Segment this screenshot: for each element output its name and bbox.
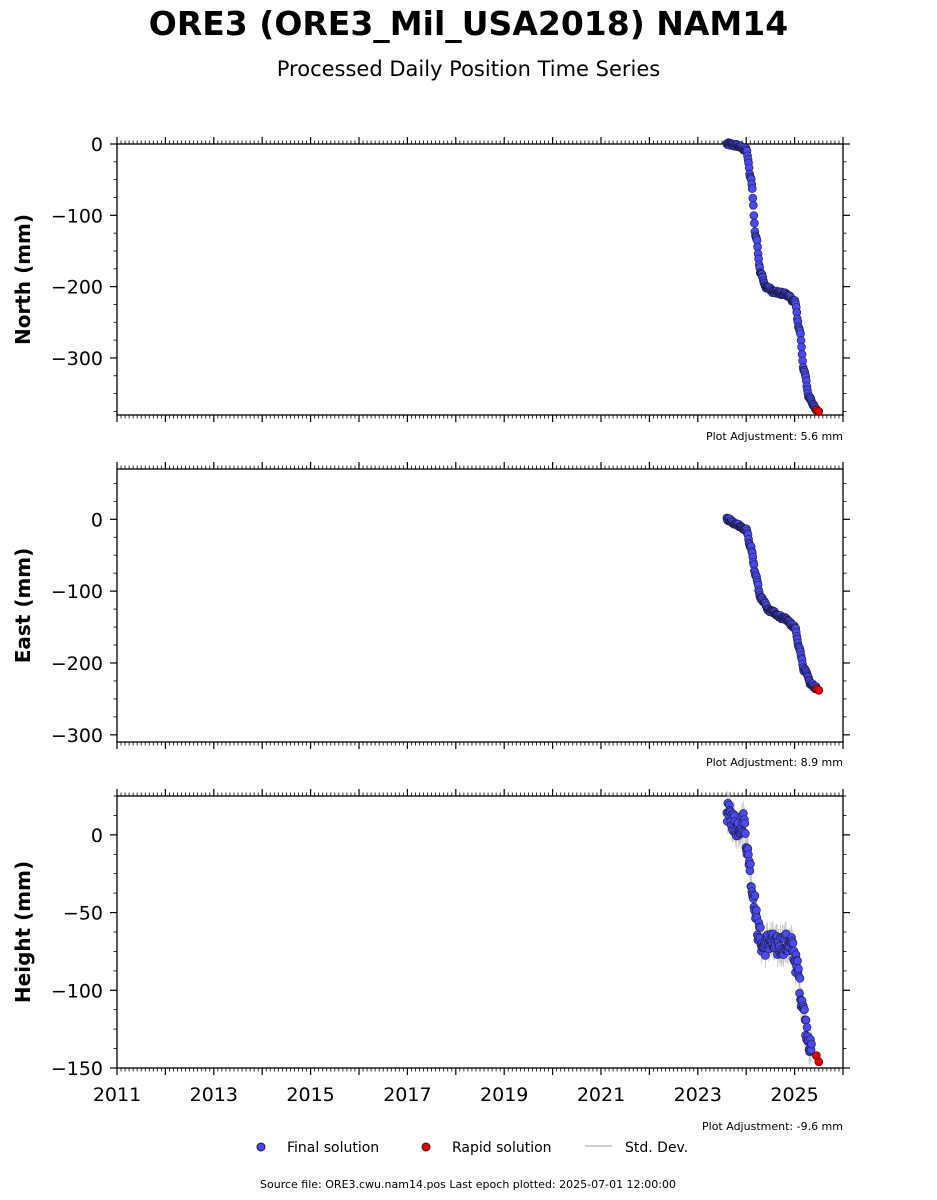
y-tick-label: −100 — [51, 980, 103, 1002]
y-tick-label: −100 — [51, 581, 103, 603]
x-tick-label: 2017 — [383, 1084, 431, 1106]
final-solution-point — [756, 923, 765, 932]
panel-height: 0 −50 −100 −150 Height (mm) Plot Adjustment: … — [11, 789, 850, 1133]
plot-adjustment-label: Plot Adjustment: -9.6 mm — [702, 1120, 843, 1133]
rapid-solution-point — [814, 407, 824, 416]
y-axis-label: Height (mm) — [11, 861, 35, 1003]
plot-adjustment-label: Plot Adjustment: 8.9 mm — [706, 756, 843, 769]
legend-final-label: Final solution — [287, 1140, 379, 1156]
y-tick-label: 0 — [91, 825, 103, 847]
final-solution-point — [807, 1039, 816, 1049]
y-tick-label: −100 — [51, 205, 103, 227]
y-tick-label: 0 — [91, 509, 103, 531]
plot-frame — [116, 143, 844, 416]
series-rapid-solution — [812, 684, 824, 695]
series-final-solution — [722, 513, 821, 694]
rapid-solution-point — [814, 1057, 824, 1067]
y-tick-label: 0 — [91, 134, 103, 156]
y-tick-label: −200 — [51, 277, 103, 299]
x-tick-label: 2011 — [93, 1084, 141, 1106]
final-solution-point — [788, 938, 798, 948]
x-tick-label: 2015 — [286, 1084, 334, 1106]
y-tick-label: −300 — [51, 725, 103, 747]
series-final-solution — [722, 138, 821, 415]
series-rapid-solution — [812, 1051, 824, 1067]
final-solution-point — [748, 193, 758, 203]
final-solution-point — [740, 818, 750, 828]
final-solution-point — [746, 859, 755, 869]
panel-north: 0 −100 −200 −300 North (mm) Plot Adjustment: … — [11, 134, 850, 443]
x-tick-label: 2023 — [674, 1084, 722, 1106]
final-solution-point — [797, 342, 806, 352]
panel-east: 0 −100 −200 −300 East (mm) Plot Adjustment: 8… — [11, 462, 850, 769]
y-tick-label: −300 — [51, 348, 103, 370]
final-solution-point — [800, 1005, 809, 1014]
legend-rapid-label: Rapid solution — [452, 1140, 552, 1156]
y-axis-label: North (mm) — [11, 214, 35, 345]
x-tick-label: 2019 — [480, 1084, 528, 1106]
legend-final-marker — [256, 1142, 266, 1152]
final-solution-point — [802, 1023, 812, 1032]
legend-stddev-label: Std. Dev. — [625, 1140, 688, 1156]
legend-rapid-marker — [421, 1142, 431, 1152]
final-solution-point — [749, 201, 758, 210]
chart-title: ORE3 (ORE3_Mil_USA2018) NAM14 — [148, 4, 789, 43]
footer-source-text: Source file: ORE3.cwu.nam14.pos Last epo… — [260, 1178, 676, 1191]
final-solution-point — [747, 184, 757, 193]
series-final-solution — [722, 798, 816, 1056]
rapid-solution-point — [814, 685, 824, 695]
chart-subtitle: Processed Daily Position Time Series — [276, 57, 661, 81]
final-solution-point — [741, 829, 750, 838]
y-tick-label: −150 — [51, 1058, 103, 1080]
plot-adjustment-label: Plot Adjustment: 5.6 mm — [706, 430, 843, 443]
final-solution-point — [793, 956, 802, 966]
final-solution-point — [801, 1015, 811, 1025]
y-axis-label: East (mm) — [11, 548, 35, 664]
final-solution-point — [795, 974, 805, 983]
final-solution-point — [761, 951, 770, 960]
final-solution-point — [794, 964, 803, 974]
final-solution-point — [749, 211, 759, 220]
legend: Final solution Rapid solution Std. Dev. — [256, 1140, 688, 1156]
x-tick-label: 2021 — [577, 1084, 625, 1106]
series-rapid-solution — [812, 405, 824, 416]
final-solution-point — [752, 905, 761, 915]
final-solution-point — [750, 218, 759, 228]
y-tick-label: −50 — [63, 903, 103, 925]
final-solution-point — [750, 891, 760, 900]
y-tick-label: −200 — [51, 653, 103, 675]
x-tick-label: 2025 — [770, 1084, 818, 1106]
x-tick-label: 2013 — [190, 1084, 238, 1106]
plot-frame — [116, 468, 844, 743]
